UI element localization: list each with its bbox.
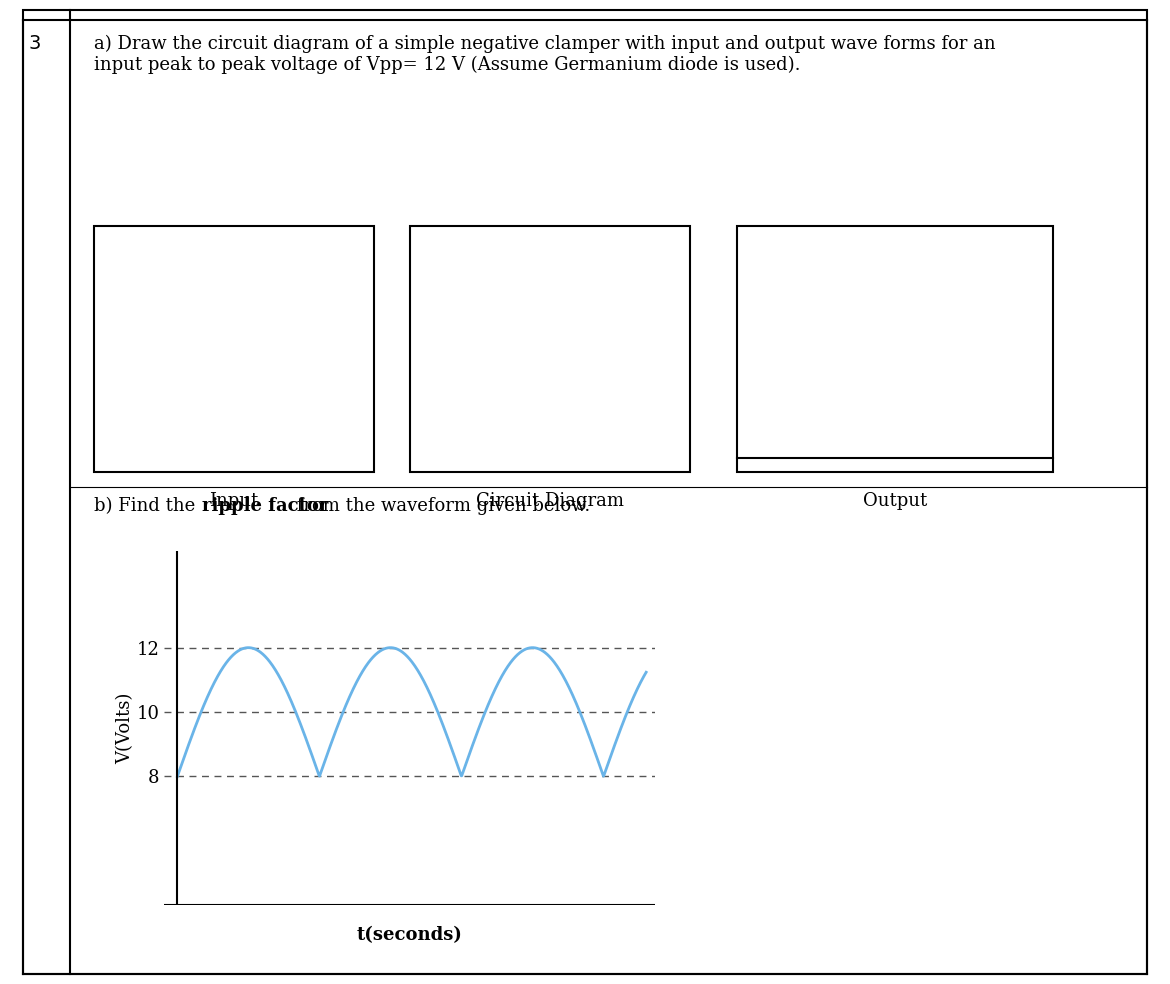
Bar	[94, 226, 374, 472]
Text: Circuit Diagram: Circuit Diagram	[476, 492, 624, 510]
Text: b) Find the: b) Find the	[94, 497, 200, 515]
Bar	[410, 226, 690, 472]
Text: 3: 3	[29, 34, 41, 53]
Text: a) Draw the circuit diagram of a simple negative clamper with input and output w: a) Draw the circuit diagram of a simple …	[94, 34, 996, 74]
Text: Input: Input	[209, 492, 259, 510]
Text: ripple factor: ripple factor	[202, 497, 329, 515]
Bar	[737, 226, 1053, 472]
Y-axis label: V(Volts): V(Volts)	[116, 693, 133, 764]
Text: from the waveform given below.: from the waveform given below.	[291, 497, 591, 515]
Text: Output: Output	[863, 492, 927, 510]
Text: t(seconds): t(seconds)	[357, 927, 462, 945]
